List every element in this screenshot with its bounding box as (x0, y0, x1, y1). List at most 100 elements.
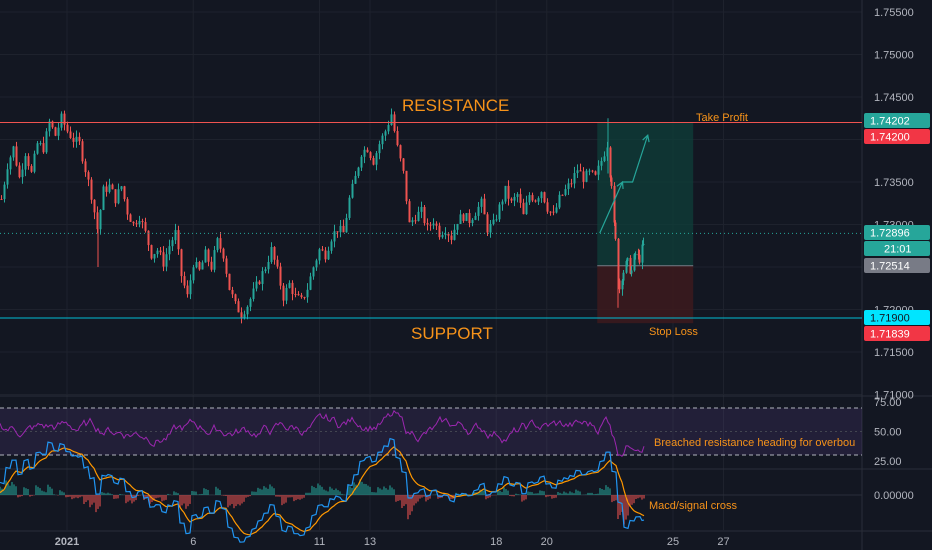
candle-body (549, 211, 552, 213)
candle-body (525, 202, 528, 215)
candle-body (555, 207, 558, 213)
candle-body (441, 235, 444, 238)
candle-body (411, 220, 414, 223)
candle-body (24, 156, 27, 170)
candle-body (165, 254, 168, 267)
candle-body (582, 171, 585, 182)
candle-body (168, 246, 171, 255)
candle-body (21, 169, 24, 178)
candle-body (609, 147, 612, 178)
candle-body (3, 184, 6, 200)
candle-body (408, 201, 411, 223)
candle-body (522, 202, 525, 215)
candle-body (468, 213, 471, 224)
candle-body (489, 223, 492, 233)
tag-countdown: 21:01 (864, 241, 930, 256)
candle-body (273, 247, 276, 260)
candle-body (141, 221, 144, 223)
candle-body (54, 127, 57, 136)
candle-body (177, 230, 180, 250)
candle-body (351, 183, 354, 198)
candle-body (42, 143, 45, 153)
candle-body (276, 259, 279, 267)
candle-body (99, 209, 102, 230)
candle-body (342, 225, 345, 233)
candle-body (87, 172, 90, 180)
candle-body (375, 153, 378, 165)
horizontal-levels (0, 122, 862, 319)
candle-body (6, 169, 9, 185)
candle-body (579, 170, 582, 172)
candle-body (417, 211, 420, 221)
candle-body (291, 282, 294, 295)
candle-body (423, 206, 426, 224)
candle-body (360, 156, 363, 168)
candle-body (339, 225, 342, 233)
candle-body (387, 124, 390, 132)
candle-body (634, 254, 637, 256)
macd-annotation: Macd/signal cross (649, 500, 738, 512)
rsi-tick-label: 75.00 (874, 397, 902, 409)
candle-body (78, 136, 81, 142)
svg-text:1.71900: 1.71900 (870, 313, 910, 325)
candle-body (312, 267, 315, 277)
candle-body (372, 158, 375, 165)
candle-body (357, 167, 360, 176)
candle-body (510, 198, 513, 201)
candle-body (414, 220, 417, 222)
candle-body (180, 249, 183, 277)
candle-body (15, 146, 18, 166)
candle-body (222, 248, 225, 259)
candle-body (630, 270, 633, 274)
price-tick-label: 1.71000 (874, 390, 914, 402)
candle-body (552, 211, 555, 213)
candle-body (633, 254, 636, 271)
support-annotation: SUPPORT (411, 324, 493, 343)
candle-body (198, 261, 201, 270)
candle-body (174, 230, 177, 241)
candle-body (402, 158, 405, 171)
candle-body (207, 249, 210, 262)
candle-body (153, 254, 156, 259)
candle-body (390, 114, 393, 125)
candle-body (474, 215, 477, 220)
candle-body (625, 261, 628, 273)
candle-body (138, 221, 141, 225)
candle-body (348, 197, 351, 218)
macd-signal-line (0, 446, 645, 536)
candle-body (622, 272, 625, 281)
svg-text:21:01: 21:01 (884, 244, 912, 256)
candle-body (195, 261, 198, 268)
macd-pane (0, 437, 862, 543)
candle-body (318, 249, 321, 261)
candle-body (324, 250, 327, 260)
candle-body (378, 144, 381, 154)
candle-body (336, 231, 339, 233)
candle-body (603, 156, 606, 162)
tag-stop-loss: 1.71839 (864, 326, 930, 341)
projection-line (599, 135, 649, 234)
candle-body (519, 194, 522, 203)
candle-body (51, 121, 54, 128)
price-tags: 1.74202 1.74200 1.72896 21:01 1.72514 1.… (864, 113, 930, 341)
candle-body (546, 202, 549, 212)
long-position-tool[interactable] (597, 122, 694, 324)
candle-body (234, 294, 237, 302)
svg-text:1.74200: 1.74200 (870, 132, 910, 144)
candle-body (543, 192, 546, 203)
candle-body (345, 217, 348, 233)
candle-body (626, 257, 629, 262)
macd-tick-label: 0.00000 (874, 490, 914, 502)
projection-arrow-end (642, 134, 650, 143)
candle-body (638, 254, 641, 263)
candle-body (528, 195, 531, 203)
candle-body (613, 185, 616, 223)
profit-zone (597, 122, 694, 266)
candle-body (96, 212, 99, 230)
candle-body (81, 141, 84, 162)
price-tick-label: 1.74500 (874, 92, 914, 104)
candle-body (45, 131, 48, 153)
rsi-pane (0, 407, 862, 457)
